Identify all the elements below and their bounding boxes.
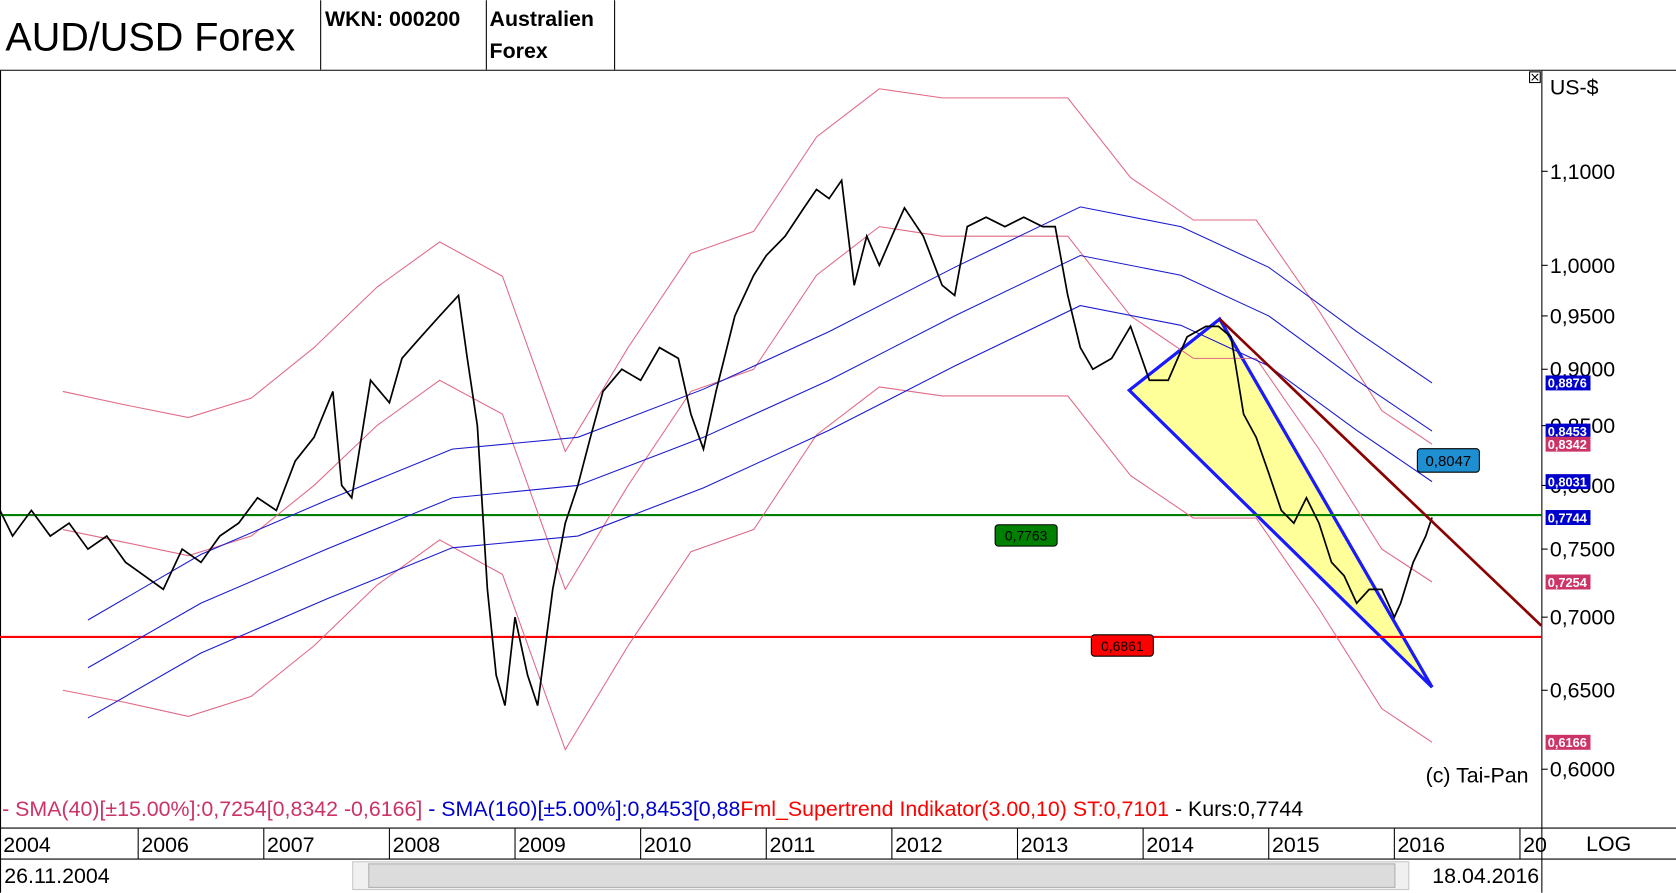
callout-label: 0,8047 <box>1425 453 1471 470</box>
scale-label[interactable]: LOG <box>1586 832 1631 856</box>
axis-label-box <box>1545 436 1591 452</box>
axis-label-box <box>1545 423 1591 439</box>
legend: - SMA(40)[±15.00%]:0,7254[0,8342 -0,6166… <box>2 797 1303 821</box>
y-tick-label: 1,0000 <box>1550 254 1615 278</box>
x-tick-label: 2006 <box>141 833 189 857</box>
series-line <box>87 206 1433 621</box>
legend-entry: - Kurs:0,7744 <box>1169 797 1303 821</box>
x-tick-label: 2015 <box>1272 833 1320 857</box>
x-tick-label: 20 <box>1523 833 1547 857</box>
series-line <box>62 226 1433 591</box>
series-line <box>62 88 1433 453</box>
x-tick-label: 2012 <box>895 833 943 857</box>
axis-label: 0,8342 <box>1548 437 1587 452</box>
copyright: (c) Tai-Pan <box>1426 764 1529 788</box>
y-tick-label: 0,6500 <box>1550 679 1615 703</box>
x-tick-label: 2007 <box>267 833 315 857</box>
close-icon[interactable] <box>1529 71 1541 84</box>
series-line <box>87 254 1433 669</box>
end-date: 18.04.2016 <box>1432 864 1539 888</box>
x-tick-label: 2016 <box>1398 833 1446 857</box>
scrollbar[interactable] <box>352 861 1410 891</box>
axis-label: 0,7254 <box>1548 575 1588 590</box>
legend-entry: - SMA(160)[±5.00%]:0,8453[0,88 <box>422 797 740 821</box>
instrument-name: Forex <box>490 39 548 63</box>
line-label-box <box>994 524 1058 547</box>
axis-label-box <box>1545 474 1591 490</box>
axis-label: 0,6166 <box>1548 735 1587 750</box>
x-tick-label: 2009 <box>518 833 566 857</box>
overlay: 0,60000,65000,70000,75000,80000,85000,90… <box>0 160 1615 859</box>
x-tick-label: 2013 <box>1021 833 1069 857</box>
line-label-box <box>1090 634 1154 657</box>
series-line <box>0 177 1433 706</box>
trendline <box>1218 318 1542 627</box>
y-tick-label: 0,6000 <box>1550 758 1615 782</box>
start-date: 26.11.2004 <box>4 864 109 888</box>
line-label: 0,7763 <box>1005 528 1048 544</box>
x-tick-label: 2011 <box>769 833 815 857</box>
y-tick-label: 0,9500 <box>1550 304 1615 328</box>
axis-label: 0,8876 <box>1548 376 1587 391</box>
x-tick-label: 2014 <box>1146 833 1194 857</box>
series-line <box>62 386 1433 751</box>
legend-entry: - SMA(40)[±15.00%]:0,7254[0,8342 -0,6166… <box>2 797 422 821</box>
y-tick-label: 1,1000 <box>1550 160 1615 184</box>
axis-label-box <box>1545 375 1591 391</box>
legend-entry: Fml_Supertrend Indikator(3.00,10) ST:0,7… <box>740 797 1169 821</box>
y-tick-label: 0,7500 <box>1550 538 1615 562</box>
axis-label: 0,7744 <box>1548 510 1588 525</box>
axis-label-box <box>1545 734 1591 750</box>
title: AUD/USD Forex <box>5 15 295 59</box>
instrument-name: Australien <box>490 7 594 31</box>
x-tick-label: 2010 <box>644 833 692 857</box>
axis-label: 0,8453 <box>1548 424 1587 439</box>
wkn: WKN: 000200 <box>325 7 460 31</box>
axis-label: 0,8031 <box>1548 474 1587 489</box>
axis-label-box <box>1545 574 1591 590</box>
y-unit: US-$ <box>1550 75 1599 99</box>
line-label: 0,6861 <box>1101 638 1144 654</box>
x-tick-label: 2008 <box>393 833 441 857</box>
axis-label-box <box>1545 510 1591 526</box>
wedge <box>1126 316 1434 689</box>
callout-box <box>1416 448 1480 473</box>
plot-area <box>0 88 1542 751</box>
y-tick-label: 0,7000 <box>1550 606 1615 630</box>
x-tick-label: 2004 <box>3 833 51 857</box>
